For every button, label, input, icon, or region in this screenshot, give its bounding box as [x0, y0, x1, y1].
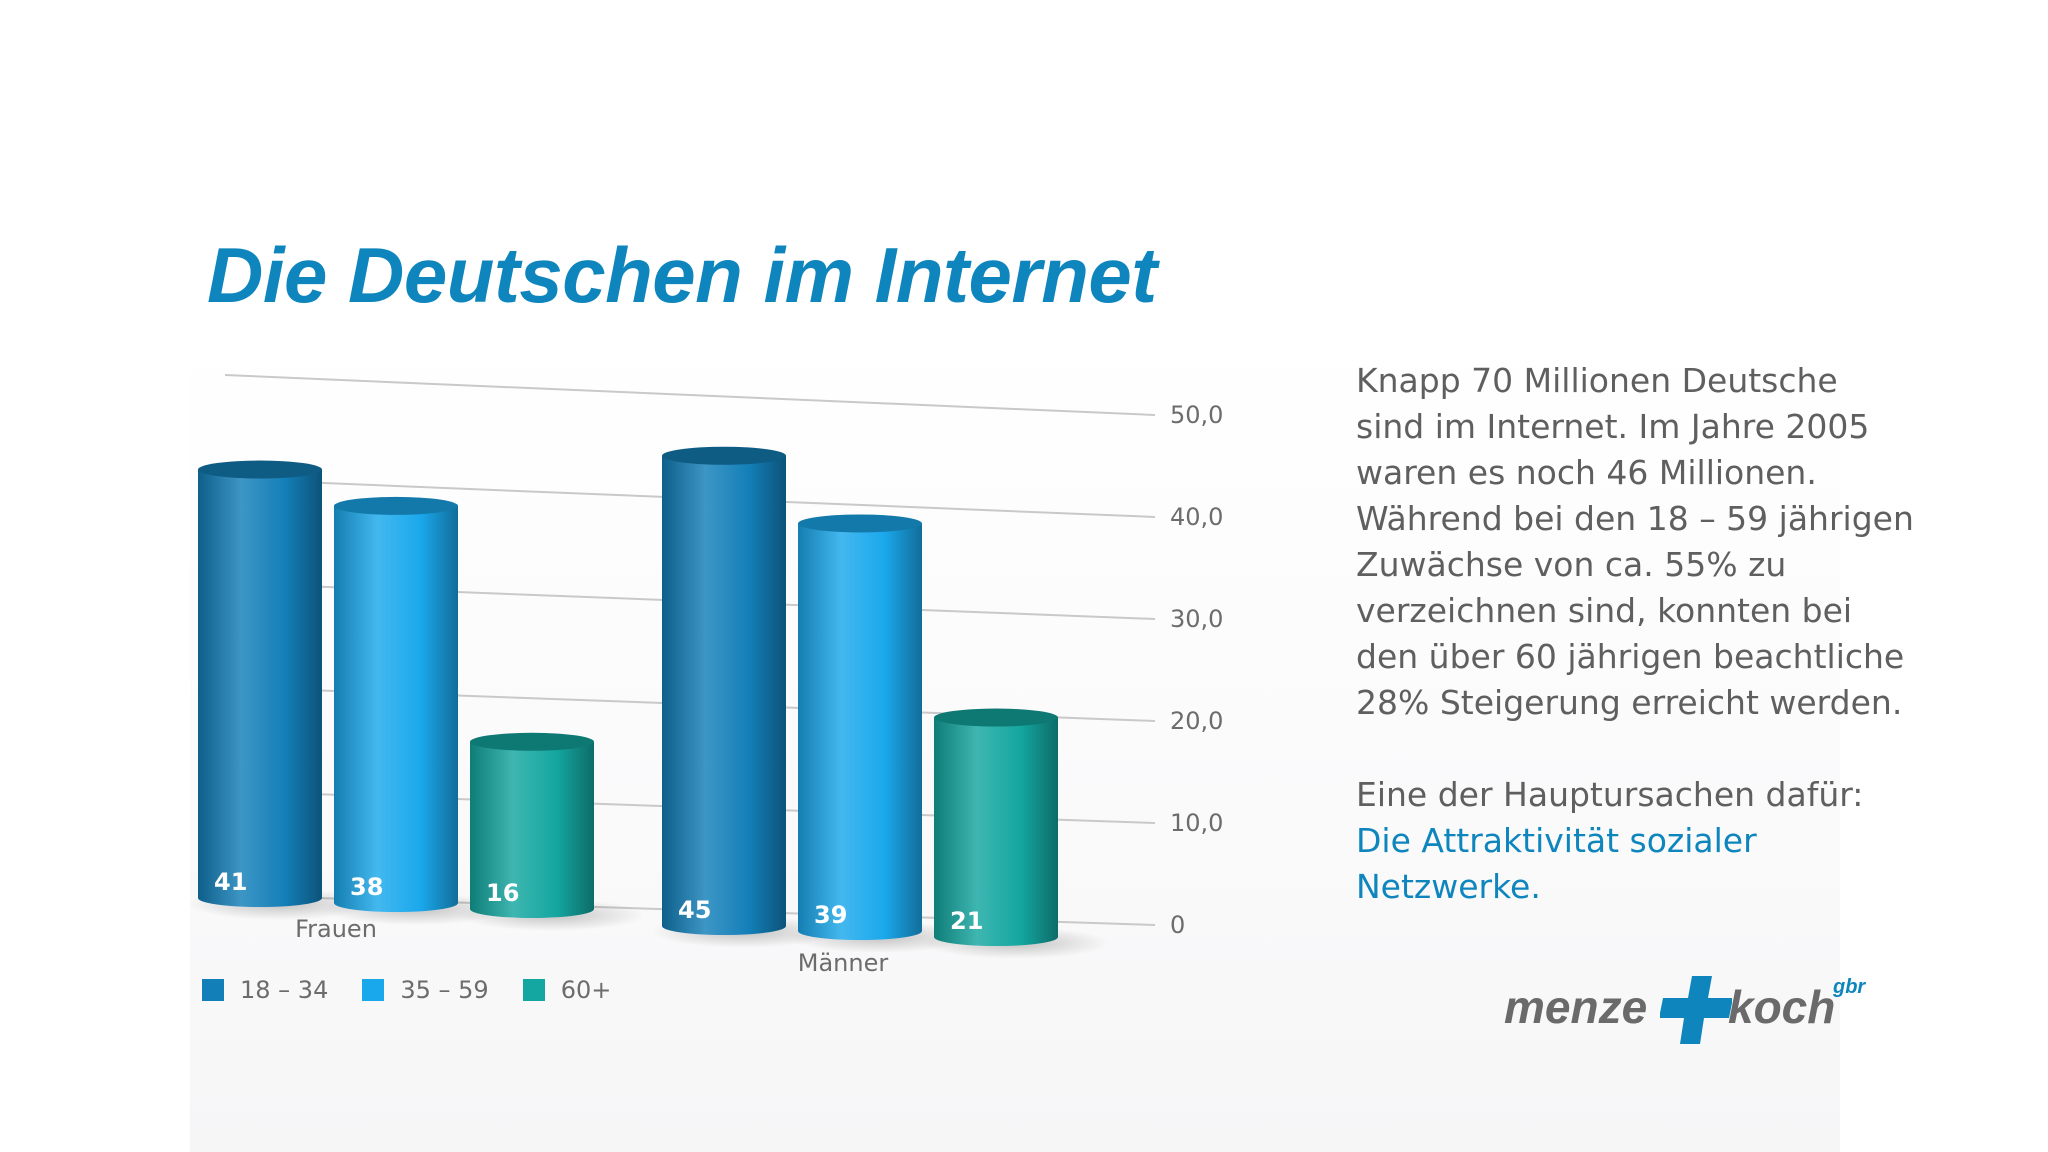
bar-männer-1	[798, 523, 922, 940]
x-category-label: Frauen	[295, 915, 377, 943]
bar-männer-2	[934, 717, 1058, 946]
plus-icon	[1660, 976, 1732, 1044]
bar-cap	[798, 514, 922, 533]
legend-swatch	[202, 979, 224, 1001]
x-category-label: Männer	[798, 949, 889, 977]
bar-value-label: 21	[950, 907, 983, 935]
bar-männer-0	[662, 455, 786, 935]
y-tick-label: 20,0	[1170, 707, 1223, 735]
description-highlight: Die Attraktivität sozialer Netzwerke.	[1356, 821, 1757, 906]
bar-value-label: 38	[350, 873, 383, 901]
description-paragraph-2: Eine der Hauptursachen dafür: Die Attrak…	[1356, 772, 1916, 910]
bar-value-label: 16	[486, 879, 519, 907]
chart-legend: 18 – 34 35 – 59 60+	[202, 976, 611, 1004]
bar-frauen-0	[198, 469, 322, 907]
bar-value-label: 45	[678, 896, 711, 924]
y-tick-label: 0	[1170, 911, 1185, 939]
description-intro: Eine der Hauptursachen dafür:	[1356, 775, 1864, 814]
legend-swatch	[522, 979, 545, 1001]
legend-swatch	[362, 979, 385, 1001]
bar-cap	[470, 732, 594, 751]
bar-cap	[934, 708, 1058, 727]
label-layer: 0 10,0 20,0 30,0 40,0 50,0 41 38 16 Frauen 45 39 21 M…	[214, 401, 1223, 977]
bar-value-label: 41	[214, 868, 247, 896]
logo-suffix: gbr	[1833, 976, 1866, 998]
description-text: Knapp 70 Millionen Deutsche sind im Inte…	[1356, 358, 1916, 910]
legend-item-18-34: 18 – 34	[202, 976, 328, 1004]
bar-cap	[334, 496, 458, 515]
bar-value-label: 39	[814, 901, 847, 929]
company-logo: menze koch gbr	[1500, 972, 1880, 1048]
gridline	[224, 374, 1156, 416]
logo-word-right: koch	[1728, 981, 1836, 1033]
bar-cap	[662, 446, 786, 465]
legend-label: 60+	[560, 976, 612, 1004]
legend-label: 35 – 59	[400, 976, 489, 1004]
legend-label: 18 – 34	[240, 976, 329, 1004]
y-tick-label: 10,0	[1170, 809, 1223, 837]
y-tick-label: 50,0	[1170, 401, 1223, 429]
y-tick-label: 40,0	[1170, 503, 1223, 531]
bar-frauen-2	[470, 741, 594, 918]
legend-item-35-59: 35 – 59	[362, 976, 489, 1004]
y-tick-label: 30,0	[1170, 605, 1223, 633]
page-title: Die Deutschen im Internet	[207, 231, 1157, 319]
logo-word-left: menze	[1504, 981, 1648, 1033]
description-paragraph-1: Knapp 70 Millionen Deutsche sind im Inte…	[1356, 361, 1914, 722]
bar-frauen-1	[334, 505, 458, 912]
legend-item-60-plus: 60+	[522, 976, 612, 1004]
bar-layer	[198, 446, 1058, 946]
bar-cap	[198, 460, 322, 479]
